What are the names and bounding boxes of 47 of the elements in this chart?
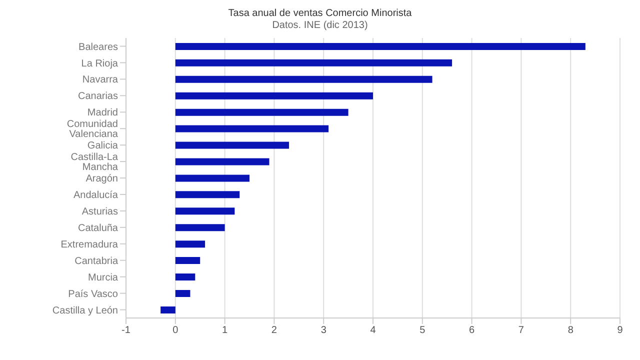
y-tick-label: Murcia xyxy=(88,272,118,284)
bar xyxy=(175,108,348,116)
x-tick-label: 5 xyxy=(420,325,426,336)
y-tick-label: Extremadura xyxy=(60,239,118,250)
y-tick-label: Aragón xyxy=(86,174,118,185)
x-tick-label: 0 xyxy=(172,325,179,336)
bar xyxy=(175,208,235,215)
bar xyxy=(175,125,329,132)
x-tick-label: 8 xyxy=(568,325,574,336)
y-tick-label: Comunidad Valenciana xyxy=(66,119,118,140)
y-tick-label: País Vasco xyxy=(68,288,118,300)
chart-title: Tasa anual de ventas Comercio Minorista xyxy=(227,8,413,20)
bar xyxy=(175,158,270,166)
x-tick-label: 4 xyxy=(370,325,376,336)
x-tick-label: 1 xyxy=(222,325,228,336)
x-tick-label: 3 xyxy=(320,325,327,336)
y-tick-label: Asturias xyxy=(82,206,118,218)
bar xyxy=(175,191,240,198)
bar xyxy=(175,257,200,264)
bar xyxy=(175,274,196,281)
x-tick-label: 7 xyxy=(518,325,524,336)
y-tick-label: La Rioja xyxy=(81,58,118,70)
x-tick-label: 6 xyxy=(469,325,476,336)
bar xyxy=(175,59,452,66)
bar xyxy=(160,306,176,314)
x-tick-label: 2 xyxy=(271,325,278,336)
bar xyxy=(175,76,432,83)
bar xyxy=(175,92,373,100)
bar xyxy=(175,290,190,297)
chart-subtitle: Datos. INE (dic 2013) xyxy=(271,20,369,32)
bar xyxy=(175,42,586,50)
bar xyxy=(175,224,225,232)
y-tick-label: Galicia xyxy=(87,140,118,152)
y-tick-label: Andalucía xyxy=(74,190,118,202)
bar xyxy=(175,240,206,248)
bar xyxy=(175,174,250,182)
y-tick-label: Navarra xyxy=(82,74,118,86)
x-tick-label: 9 xyxy=(617,325,624,336)
y-tick-label: Baleares xyxy=(78,42,118,53)
x-tick-label: -1 xyxy=(122,325,131,336)
y-tick-label: Cataluña xyxy=(78,222,118,234)
y-tick-label: Canarias xyxy=(78,91,118,102)
y-tick-label: Madrid xyxy=(87,108,118,119)
y-tick-label: Castilla y León xyxy=(52,305,118,316)
y-tick-label: Castilla-La Mancha xyxy=(70,152,118,174)
y-tick-label: Cantabria xyxy=(74,256,118,267)
bar xyxy=(175,142,290,149)
